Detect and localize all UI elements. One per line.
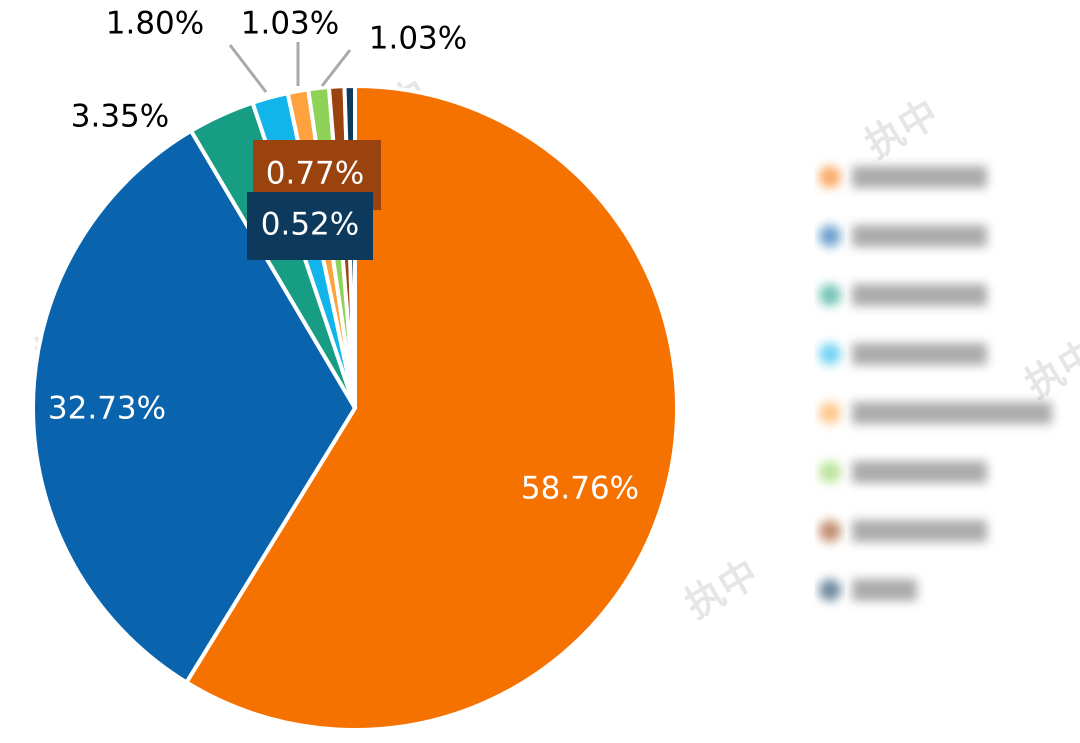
legend-text-blur <box>852 166 987 188</box>
data-label: 0.77% <box>266 156 364 192</box>
legend-swatch <box>819 343 841 365</box>
pie <box>31 83 679 732</box>
leader-line <box>320 49 352 87</box>
data-label: 1.03% <box>369 21 467 57</box>
legend-swatch <box>819 402 841 424</box>
data-label: 32.73% <box>48 391 166 427</box>
legend-swatch <box>819 579 841 601</box>
data-label: 58.76% <box>521 471 639 507</box>
legend-swatch <box>819 461 841 483</box>
legend-text-blur <box>852 461 987 483</box>
legend-text-blur <box>852 520 987 542</box>
legend-swatch <box>819 284 841 306</box>
labels: 58.76% 32.73% 3.35% 1.80% 1.03% 1.03% 0.77% 0.5… <box>48 6 639 507</box>
data-label: 1.03% <box>241 6 339 42</box>
pie-slice <box>31 128 358 686</box>
leader-line <box>228 44 268 93</box>
legend-text-blur <box>852 579 917 601</box>
data-label: 0.52% <box>261 207 359 243</box>
watermark: 执中 <box>1018 331 1080 407</box>
watermark: 执中 <box>678 551 766 627</box>
legend-text-blur <box>852 225 987 247</box>
legend <box>819 166 1052 601</box>
legend-swatch <box>819 225 841 247</box>
watermark: 执中 <box>858 91 946 167</box>
label-box <box>247 192 373 260</box>
legend-swatch <box>819 520 841 542</box>
data-label: 1.80% <box>106 6 204 42</box>
pie-slice <box>183 83 679 732</box>
legend-swatch <box>819 166 841 188</box>
data-label: 3.35% <box>71 99 169 135</box>
legend-text-blur <box>852 402 1052 424</box>
legend-text-blur <box>852 343 987 365</box>
legend-text-blur <box>852 284 987 306</box>
